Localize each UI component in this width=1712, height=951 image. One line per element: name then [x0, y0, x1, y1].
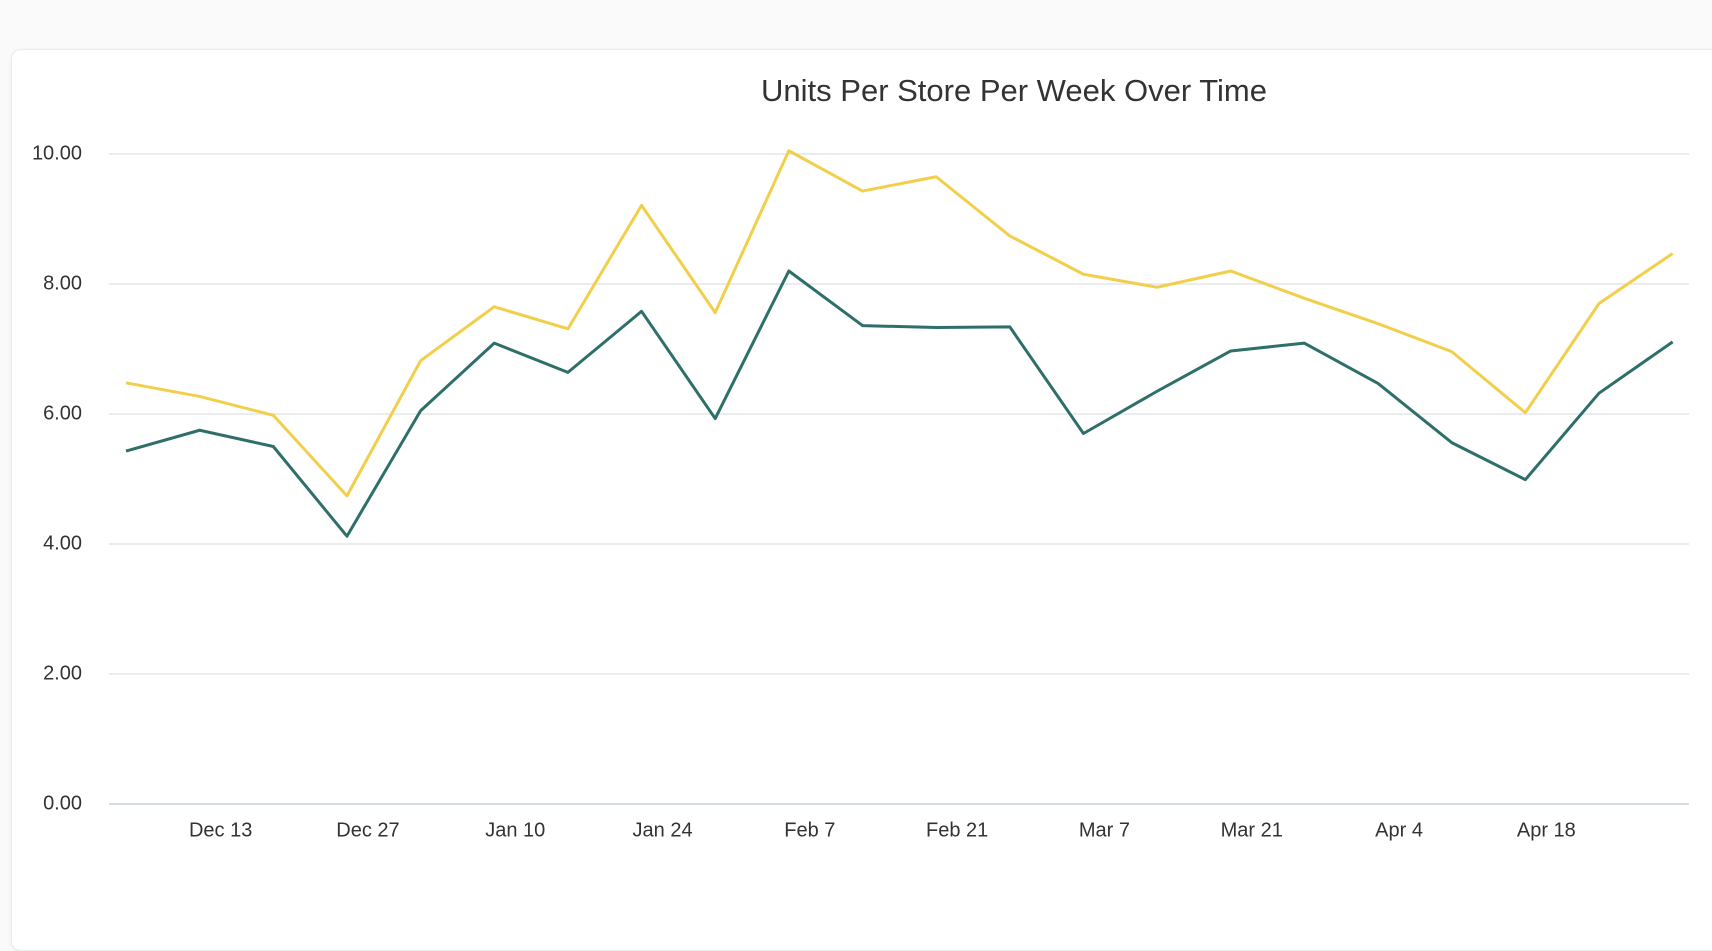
x-tick-label: Dec 13	[189, 819, 252, 841]
y-tick-label: 8.00	[43, 272, 82, 294]
y-tick-label: 10.00	[32, 142, 82, 164]
chart-title: Units Per Store Per Week Over Time	[761, 73, 1267, 108]
y-tick-label: 4.00	[43, 532, 82, 554]
x-tick-label: Mar 7	[1079, 819, 1130, 841]
x-tick-label: Mar 21	[1221, 819, 1283, 841]
x-tick-label: Jan 24	[633, 819, 693, 841]
chart: Units Per Store Per Week Over Time 0.00 2…	[32, 73, 1689, 841]
page: Units Per Store Per Week Over Time 0.00 2…	[11, 49, 1712, 951]
series-line	[125, 149, 1674, 498]
y-tick-label: 0.00	[43, 792, 82, 814]
y-tick-label: 6.00	[43, 402, 82, 424]
x-tick-label: Apr 18	[1517, 819, 1576, 841]
x-tick-label: Apr 4	[1375, 819, 1423, 841]
x-tick-label: Feb 21	[926, 819, 988, 841]
series-line	[125, 269, 1674, 538]
x-tick-label: Jan 10	[485, 819, 545, 841]
x-tick-label: Dec 27	[336, 819, 399, 841]
chart-card	[11, 49, 1712, 951]
x-tick-label: Feb 7	[784, 819, 835, 841]
y-tick-label: 2.00	[43, 662, 82, 684]
